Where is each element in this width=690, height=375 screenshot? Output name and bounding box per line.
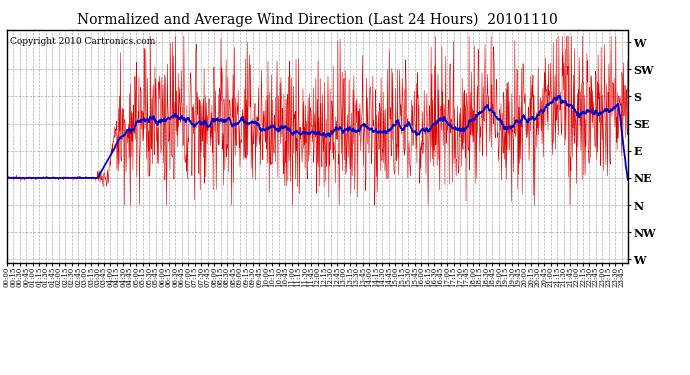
Text: Copyright 2010 Cartronics.com: Copyright 2010 Cartronics.com <box>10 37 155 46</box>
Title: Normalized and Average Wind Direction (Last 24 Hours)  20101110: Normalized and Average Wind Direction (L… <box>77 13 558 27</box>
